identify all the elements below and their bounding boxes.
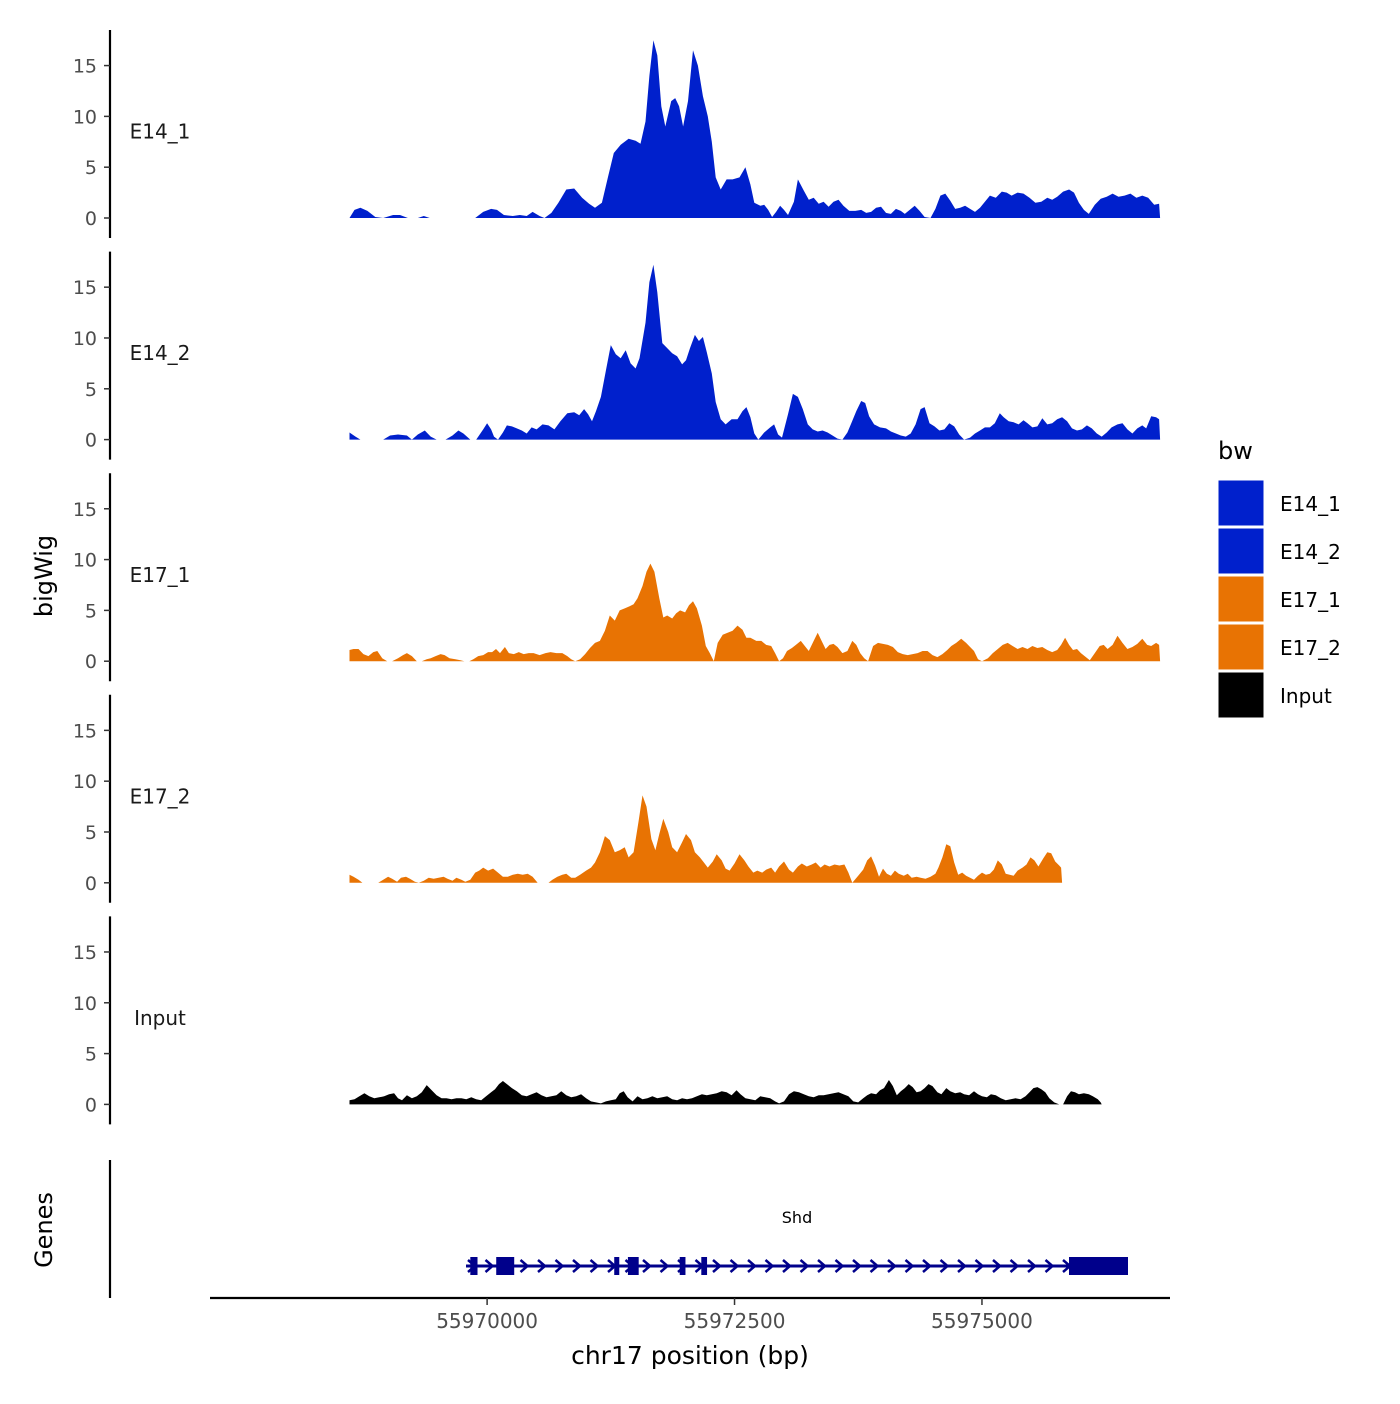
- strand-arrow: [1009, 1259, 1020, 1273]
- legend-swatch: [1217, 671, 1265, 719]
- legend-label: E14_1: [1280, 492, 1341, 516]
- strand-arrow: [729, 1259, 740, 1273]
- legend-label: E17_1: [1280, 588, 1341, 612]
- strand-arrow: [817, 1259, 827, 1273]
- y-tick-label: 0: [85, 208, 97, 230]
- panel-e17_2: 0 5 10 15 E17_2: [73, 694, 1063, 903]
- y-tick-label: 5: [85, 1044, 97, 1066]
- panel-e17_1: 0 5 10 15 E17_1: [73, 473, 1161, 682]
- y-tick-label: 10: [73, 993, 97, 1015]
- gene-exon: [614, 1257, 620, 1275]
- strand-arrow: [974, 1259, 985, 1273]
- gene-exon: [470, 1257, 478, 1275]
- legend-swatch: [1217, 575, 1265, 623]
- panel-input: 0 5 10 15 Input: [73, 916, 1102, 1125]
- strand-arrow: [572, 1259, 582, 1273]
- track-label-e14_1: E14_1: [130, 120, 191, 144]
- x-tick-label: 55975000: [931, 1309, 1033, 1333]
- legend-entry-input: Input: [1217, 671, 1332, 719]
- strand-arrow: [659, 1259, 670, 1273]
- panel-e14_1: 0 5 10 15 E14_1: [73, 30, 1161, 238]
- x-tick-label: 55970000: [436, 1309, 538, 1333]
- legend-entry-e14_2: E14_2: [1217, 527, 1341, 575]
- strand-arrow: [869, 1259, 880, 1273]
- legend-title: bw: [1218, 437, 1253, 465]
- y-tick-label: 5: [85, 822, 97, 844]
- track-label-input: Input: [134, 1006, 186, 1030]
- y-tick-label: 15: [73, 277, 97, 299]
- track-label-e17_1: E17_1: [130, 563, 191, 587]
- y-tick-label: 0: [85, 1094, 97, 1116]
- gene-exon: [627, 1257, 639, 1275]
- legend-swatch: [1217, 527, 1265, 575]
- strand-arrow: [782, 1259, 792, 1273]
- strand-arrow: [834, 1259, 845, 1273]
- x-axis-title: chr17 position (bp): [571, 1341, 809, 1370]
- coverage-area-e17_1: [349, 563, 1161, 662]
- strand-arrow: [852, 1259, 862, 1273]
- gene-exon: [701, 1257, 708, 1275]
- x-axis: 55970000 55972500 55975000: [210, 1296, 1170, 1333]
- strand-arrow: [554, 1259, 565, 1273]
- y-tick-label: 15: [73, 942, 97, 964]
- y-tick-label: 15: [73, 499, 97, 521]
- strand-arrow: [519, 1259, 530, 1273]
- legend-entry-e17_2: E17_2: [1217, 623, 1341, 671]
- x-tick-label: 55972500: [684, 1309, 786, 1333]
- strand-arrow: [957, 1259, 967, 1273]
- strand-arrow: [589, 1259, 600, 1273]
- track-label-e14_2: E14_2: [130, 341, 191, 365]
- legend-label: Input: [1280, 684, 1332, 708]
- strand-arrow: [1044, 1259, 1055, 1273]
- coverage-area-e17_2: [349, 795, 1063, 883]
- strand-arrow: [992, 1259, 1002, 1273]
- gene-name-label: Shd: [782, 1208, 812, 1227]
- y-tick-label: 0: [85, 873, 97, 895]
- strand-arrow: [484, 1259, 495, 1273]
- legend-swatch: [1217, 479, 1265, 527]
- gene-exon: [496, 1257, 515, 1275]
- y-tick-label: 0: [85, 651, 97, 673]
- legend-swatch: [1217, 623, 1265, 671]
- y-tick-label: 10: [73, 328, 97, 350]
- panel-e14_2: 0 5 10 15 E14_2: [73, 251, 1161, 460]
- legend-entry-e17_1: E17_1: [1217, 575, 1341, 623]
- y-tick-label: 5: [85, 600, 97, 622]
- legend-label: E17_2: [1280, 636, 1341, 660]
- strand-arrow: [642, 1259, 652, 1273]
- gene-exon: [679, 1257, 686, 1275]
- strand-arrow: [922, 1259, 932, 1273]
- strand-arrow: [747, 1259, 757, 1273]
- strand-arrow: [904, 1259, 915, 1273]
- coverage-area-e14_2: [349, 264, 1161, 440]
- strand-arrow: [537, 1259, 547, 1273]
- strand-arrow: [799, 1259, 810, 1273]
- y-tick-label: 0: [85, 430, 97, 452]
- y-tick-label: 10: [73, 771, 97, 793]
- strand-arrow: [764, 1259, 775, 1273]
- y-tick-label: 10: [73, 550, 97, 572]
- strand-arrow: [887, 1259, 897, 1273]
- y-axis-title: bigWig: [30, 535, 58, 617]
- gene-exon: [1068, 1257, 1128, 1275]
- strand-arrow: [939, 1259, 950, 1273]
- y-tick-label: 10: [73, 106, 97, 128]
- genes-panel: Shd: [108, 1160, 1128, 1298]
- y-tick-label: 15: [73, 56, 97, 78]
- y-tick-label: 5: [85, 157, 97, 179]
- bigwig-panels: 0 5 10 15 E14_1 0 5 10 15 E14_2 0 5 10 15 E17_1 0 5 10 15 E…: [73, 30, 1161, 1125]
- strand-arrow: [1027, 1259, 1037, 1273]
- legend-entry-e14_1: E14_1: [1217, 479, 1341, 527]
- legend: bw E14_1 E14_2 E17_1 E17_2 Input: [1217, 437, 1341, 719]
- track-label-e17_2: E17_2: [130, 784, 191, 808]
- coverage-area-input: [349, 1080, 1102, 1105]
- legend-label: E14_2: [1280, 540, 1341, 564]
- y-tick-label: 5: [85, 379, 97, 401]
- genes-axis-title: Genes: [30, 1192, 58, 1268]
- strand-arrow: [712, 1259, 722, 1273]
- coverage-area-e14_1: [349, 40, 1161, 219]
- y-tick-label: 15: [73, 720, 97, 742]
